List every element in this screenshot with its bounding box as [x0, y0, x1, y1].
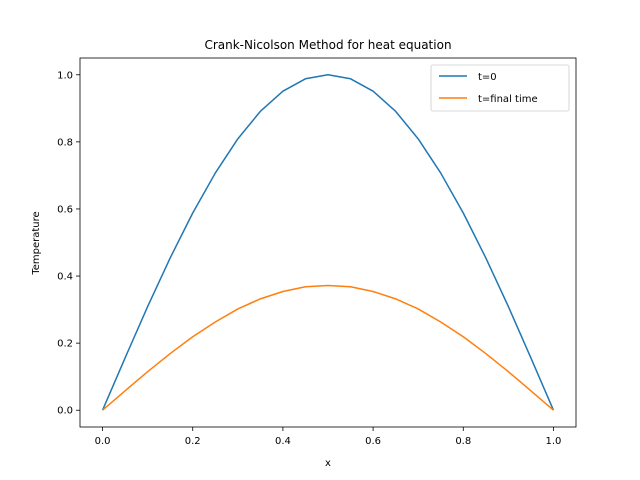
x-tick-label: 0.2 — [185, 436, 201, 447]
x-tick-label: 0.8 — [455, 436, 471, 447]
y-tick-label: 0.6 — [57, 204, 73, 215]
x-tick-label: 0.6 — [365, 436, 381, 447]
y-tick-label: 0.4 — [57, 272, 73, 283]
x-tick-label: 1.0 — [546, 436, 562, 447]
y-tick-label: 0.2 — [57, 339, 73, 350]
y-tick-label: 0.0 — [57, 406, 73, 417]
chart-title: Crank-Nicolson Method for heat equation — [204, 38, 451, 52]
x-tick-label: 0.0 — [95, 436, 111, 447]
y-tick-label: 1.0 — [57, 70, 73, 81]
legend-label-t-final: t=final time — [478, 94, 538, 105]
legend: t=0 t=final time — [431, 65, 569, 111]
y-tick-label: 0.8 — [57, 137, 73, 148]
x-axis-label: x — [325, 458, 331, 469]
x-tick-label: 0.4 — [275, 436, 291, 447]
legend-label-t0: t=0 — [478, 72, 497, 83]
y-axis-label: Temperature — [31, 211, 42, 275]
plot-area — [80, 58, 576, 427]
